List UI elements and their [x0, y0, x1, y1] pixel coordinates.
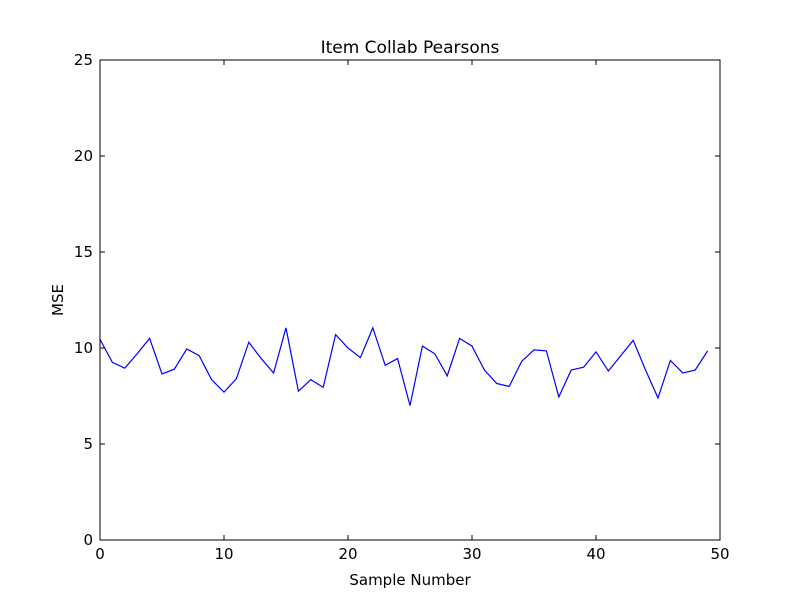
x-tick-label: 50: [710, 545, 729, 563]
x-tick-label: 30: [462, 545, 481, 563]
x-tick-label: 10: [214, 545, 233, 563]
y-tick-label: 20: [74, 147, 93, 165]
axes-frame: [99, 59, 721, 541]
y-tick-label: 15: [74, 243, 93, 261]
x-tick-label: 0: [95, 545, 105, 563]
y-tick-label: 25: [74, 51, 93, 69]
x-axis-label: Sample Number: [349, 571, 471, 589]
x-tick-label: 20: [338, 545, 357, 563]
y-tick-label: 10: [74, 339, 93, 357]
plot-area: [99, 59, 721, 541]
series-line-1: [99, 326, 709, 406]
y-axis-label: MSE: [49, 284, 67, 316]
y-tick-label: 0: [83, 531, 93, 549]
axis-ticks: 0 10 20 30 40 50 0 5 10 15 20 25: [74, 51, 730, 563]
y-tick-label: 5: [83, 435, 93, 453]
chart-title: Item Collab Pearsons: [321, 38, 500, 58]
x-tick-label: 40: [586, 545, 605, 563]
